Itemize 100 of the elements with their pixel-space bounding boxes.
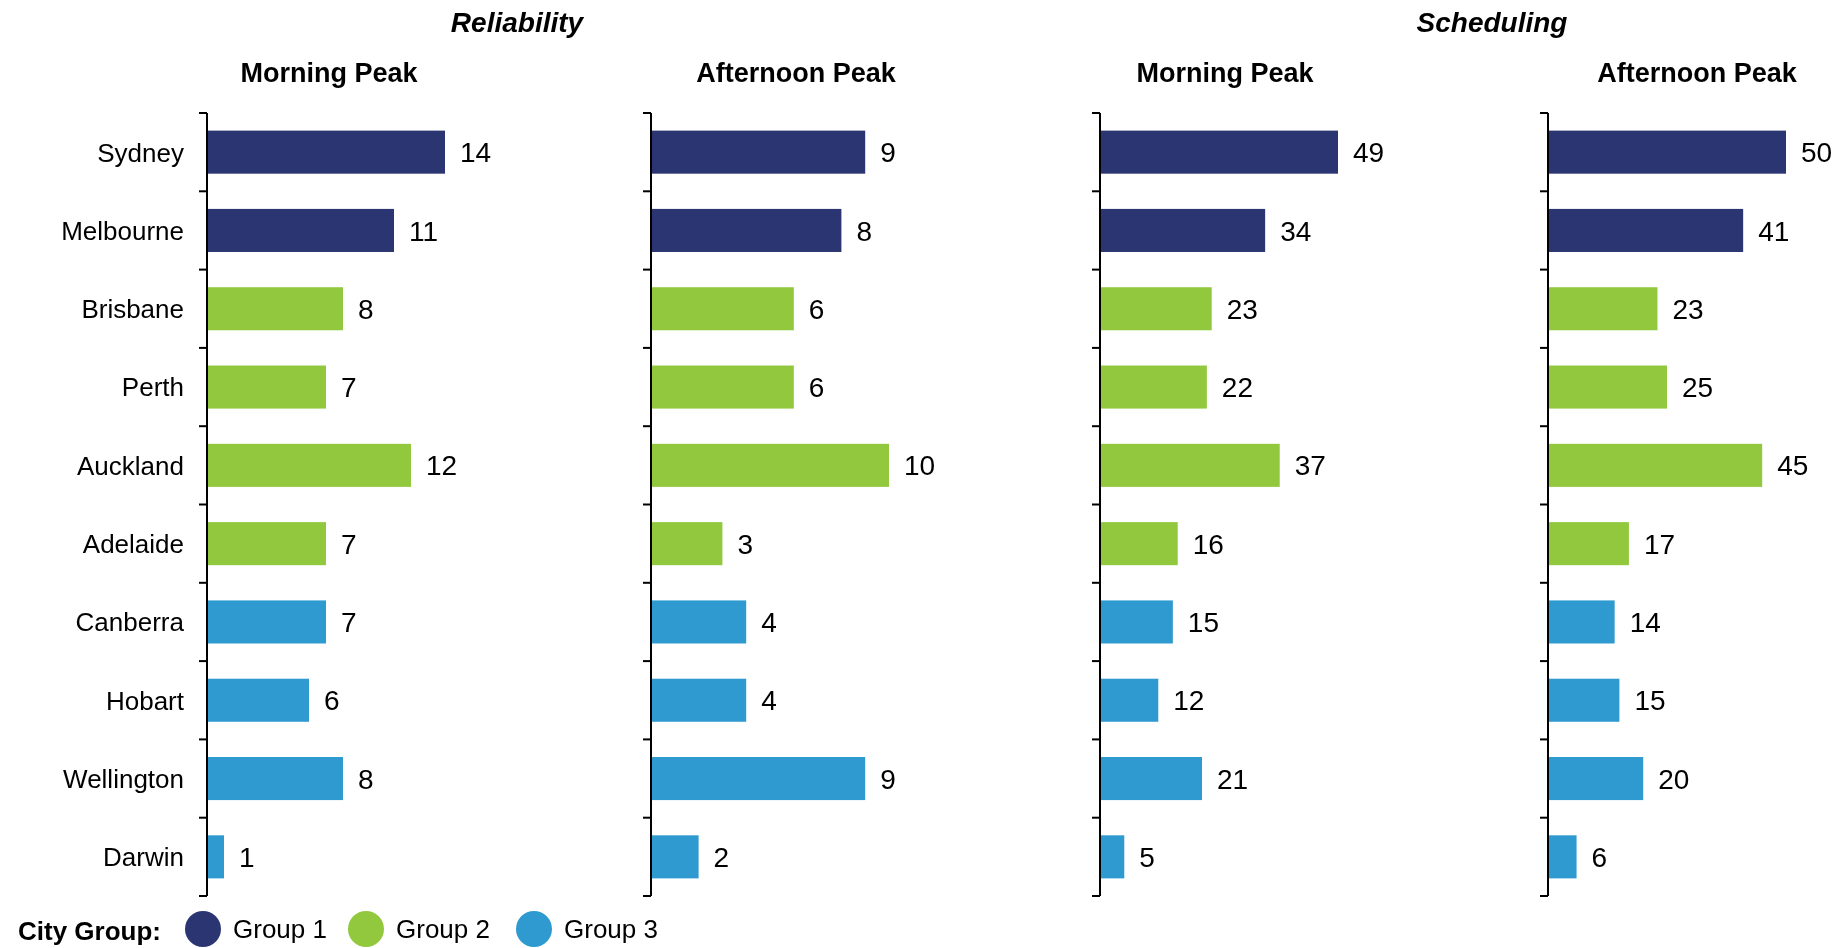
data-label: 23 [1226,293,1258,325]
bar [1548,522,1629,566]
bar [1548,130,1786,174]
bar [1548,208,1744,252]
data-label: 14 [1629,607,1661,639]
y-tick-label: Adelaide [82,529,184,560]
data-label: 6 [1591,841,1608,873]
bar [651,600,747,644]
bar [1548,365,1667,409]
data-label: 3 [737,528,753,560]
data-label: 45 [1777,450,1809,482]
data-label: 4 [761,607,777,639]
bar [1548,835,1577,879]
y-tick-label: Melbourne [61,215,184,246]
bar [207,600,326,644]
data-label: 22 [1221,372,1254,404]
bar [651,678,747,722]
data-label: 12 [426,450,458,482]
bar [651,287,794,331]
data-label: 5 [1139,841,1155,873]
data-label: 9 [880,137,896,169]
text: Reliability [450,7,585,38]
bar [1548,600,1615,644]
data-label: 6 [324,685,340,717]
y-tick-label: Canberra [75,607,185,638]
data-label: 16 [1192,528,1224,560]
bar [207,287,343,331]
data-label: 34 [1280,215,1312,247]
data-label: 4 [761,685,777,717]
bar [207,678,309,722]
data-label: 8 [856,215,872,247]
y-tick-label: Wellington [63,763,184,794]
bar [651,365,794,409]
bar [651,522,723,566]
bar [1548,678,1620,722]
data-label: 9 [880,763,896,795]
bar [1548,287,1658,331]
bar [1100,287,1212,331]
y-tick-label: Sydney [97,137,184,168]
data-label: 11 [409,215,439,247]
bar [207,757,343,801]
bar [1100,835,1125,879]
data-label: 21 [1217,763,1249,795]
bar [1100,365,1207,409]
data-label: 2 [713,841,730,873]
y-tick-label: Perth [121,372,184,403]
data-label: 1 [239,841,255,873]
y-tick-label: Hobart [105,685,185,716]
legend-label: Group 2 [396,914,490,944]
bar [651,130,866,174]
data-label: 50 [1801,137,1833,169]
data-label: 14 [460,137,492,169]
data-label: 15 [1634,685,1666,717]
data-label: 7 [341,372,357,404]
bar [1548,757,1644,801]
bar [1100,678,1159,722]
data-label: 8 [358,763,374,795]
y-tick-label: Brisbane [81,294,184,325]
bar [1100,522,1178,566]
chart-title: Morning Peak [1136,58,1315,88]
y-tick-label: Auckland [77,450,184,481]
chart-title: Morning Peak [240,58,419,88]
bar [207,208,394,252]
bar [651,835,699,879]
legend-title: City Group: [18,916,161,946]
legend-label: Group 1 [233,914,327,944]
data-label: 37 [1294,450,1326,482]
bar [207,443,411,487]
chart-title: Afternoon Peak [1597,58,1798,88]
data-label: 6 [808,372,825,404]
data-label: 41 [1758,215,1790,247]
bar [1100,443,1280,487]
data-label: 25 [1682,372,1714,404]
bar [207,365,326,409]
bar [651,443,889,487]
data-label: 7 [341,607,357,639]
legend-label: Group 3 [564,914,658,944]
bar [207,130,445,174]
data-label: 15 [1187,607,1220,639]
bar [1100,600,1173,644]
data-label: 12 [1173,685,1205,717]
chart-title: Afternoon Peak [696,58,897,88]
bar [1548,443,1763,487]
bar [651,208,842,252]
bar [207,522,326,566]
data-label: 49 [1353,137,1385,169]
data-label: 23 [1672,293,1704,325]
data-label: 20 [1658,763,1690,795]
data-label: 8 [358,293,374,325]
data-label: 6 [808,293,825,325]
data-label: 17 [1643,528,1676,560]
text: Scheduling [1416,7,1568,38]
bar [1100,757,1202,801]
bar [1100,208,1266,252]
data-label: 10 [904,450,936,482]
bar [207,835,224,879]
y-tick-label: Darwin [103,842,184,873]
bar [651,757,866,801]
bar [1100,130,1338,174]
data-label: 7 [341,528,357,560]
